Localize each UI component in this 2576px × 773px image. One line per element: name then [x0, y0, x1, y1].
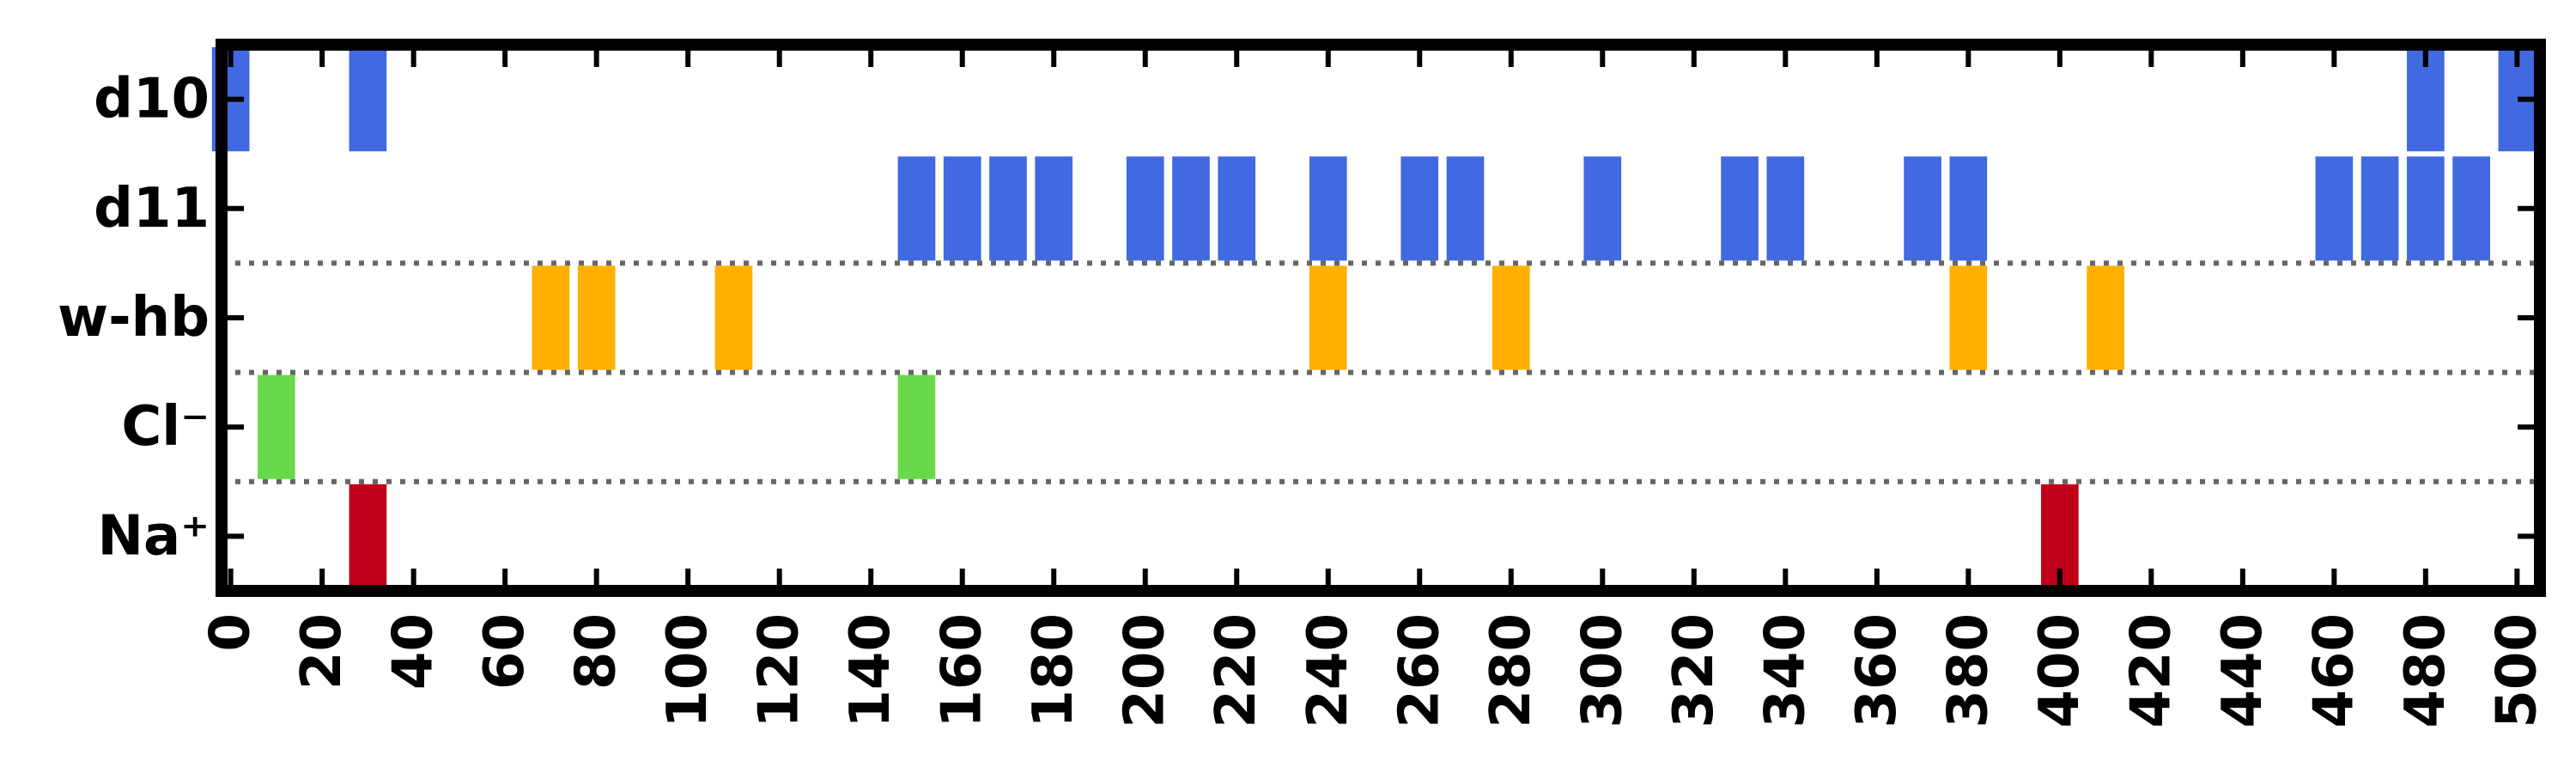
x-tick-labels: 0 20 40 60 80 100 120 140 160 180 200 220 240 260 280 3…	[199, 613, 2549, 728]
event-bar-Cl⁻	[258, 374, 295, 479]
x-tick-label: 140	[839, 613, 902, 728]
event-bars	[211, 47, 2537, 588]
event-bar-d11	[1446, 156, 1485, 261]
x-tick-label: 180	[1022, 613, 1085, 728]
x-tick-label: 460	[2302, 613, 2366, 728]
event-bar-w-hb	[2087, 265, 2124, 370]
event-bar-d11	[1309, 156, 1347, 261]
row-separators	[222, 260, 2540, 484]
event-bar-d11	[1949, 156, 1988, 261]
y-tick-label: Na⁺	[97, 504, 210, 568]
x-tick-label: 100	[656, 613, 720, 728]
plot-frame	[216, 39, 2546, 597]
x-tick-label: 220	[1205, 613, 1268, 728]
event-bar-Na⁺	[349, 484, 387, 588]
event-bar-w-hb	[1949, 265, 1988, 370]
event-bar-w-hb	[532, 265, 570, 370]
event-bar-d11	[2407, 156, 2445, 261]
x-tick-label: 380	[1936, 613, 2000, 728]
y-tick-label: d10	[94, 68, 210, 131]
x-tick-label: 160	[931, 613, 994, 728]
x-tick-label: 40	[382, 613, 446, 690]
y-tick-label: Cl⁻	[121, 395, 210, 459]
x-tick-label: 440	[2211, 613, 2275, 728]
x-tick-label: 420	[2119, 613, 2183, 728]
event-bar-d11	[1172, 156, 1210, 261]
x-tick-label: 240	[1297, 613, 1360, 728]
event-bar-w-hb	[1309, 265, 1347, 370]
x-tick-label: 340	[1753, 613, 1817, 728]
x-tick-label: 20	[290, 613, 354, 690]
x-tick-label: 400	[2028, 613, 2092, 728]
x-tick-label: 120	[748, 613, 811, 728]
y-tick-label: d11	[94, 177, 210, 240]
event-bar-d10	[349, 47, 387, 152]
y-tick-label: w-hb	[58, 286, 210, 350]
x-tick-label: 0	[199, 613, 263, 652]
x-tick-label: 320	[1662, 613, 1726, 728]
x-tick-label: 500	[2485, 613, 2549, 728]
event-bar-d11	[1721, 156, 1759, 261]
x-tick-label: 360	[1845, 613, 1909, 728]
event-bar-d11	[1126, 156, 1164, 261]
event-bar-w-hb	[714, 265, 753, 370]
event-bar-d11	[897, 156, 936, 261]
x-tick-label: 300	[1571, 613, 1634, 728]
event-bar-d11	[1904, 156, 1941, 261]
x-tick-label: 280	[1479, 613, 1543, 728]
x-tick-label: 60	[473, 613, 537, 690]
event-bar-w-hb	[577, 265, 616, 370]
event-bar-w-hb	[1492, 265, 1530, 370]
event-bar-d11	[2315, 156, 2354, 261]
event-bar-d11	[1583, 156, 1622, 261]
y-tick-labels: d10 d11 w-hb Cl⁻ Na⁺	[58, 68, 210, 569]
x-tick-label: 480	[2394, 613, 2458, 728]
event-bar-d11	[2360, 156, 2399, 261]
event-bar-d11	[943, 156, 981, 261]
event-bar-d11	[1218, 156, 1256, 261]
event-bar-d11	[1400, 156, 1439, 261]
event-bar-d11	[1035, 156, 1073, 261]
event-bar-d11	[2452, 156, 2490, 261]
x-tick-label: 200	[1114, 613, 1177, 728]
x-tick-label: 80	[565, 613, 629, 690]
event-bar-Cl⁻	[897, 374, 936, 479]
event-bar-d11	[1766, 156, 1805, 261]
x-tick-label: 260	[1388, 613, 1451, 728]
event-bar-d11	[989, 156, 1027, 261]
